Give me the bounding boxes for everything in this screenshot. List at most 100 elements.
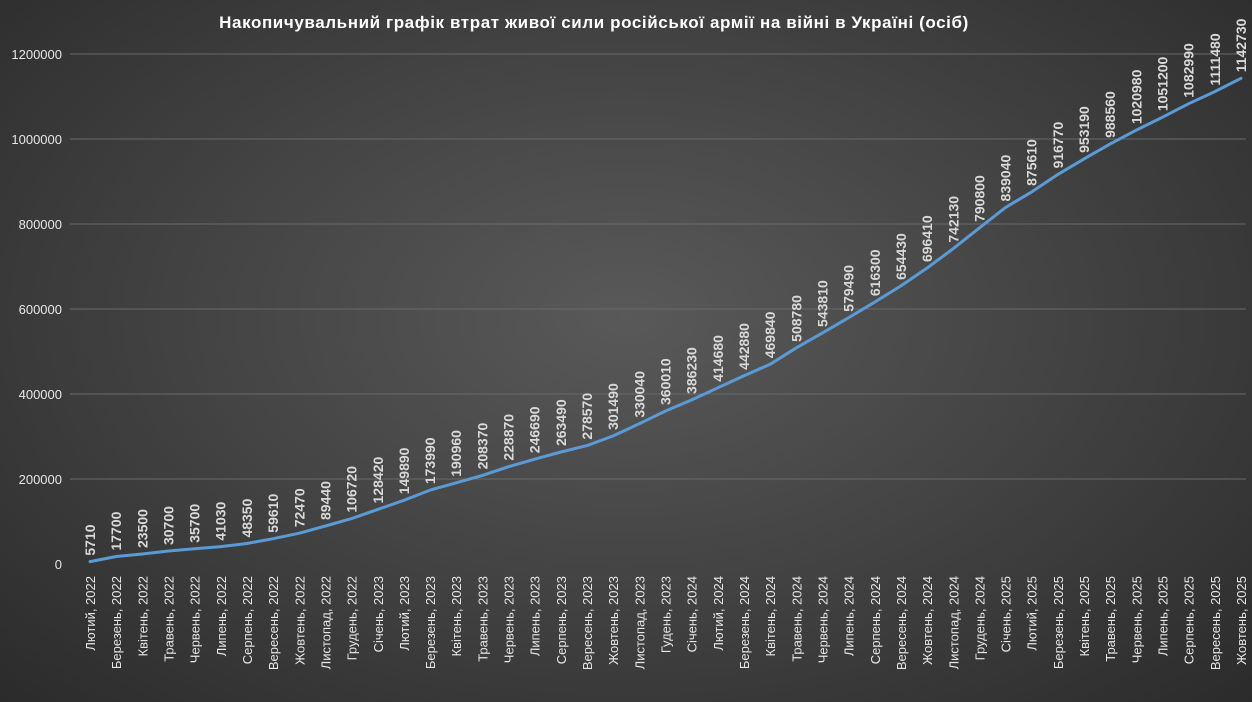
x-tick-label: Березень, 2022 — [109, 576, 124, 669]
data-label: 442880 — [736, 323, 752, 370]
data-label: 875610 — [1024, 139, 1040, 186]
data-label: 616300 — [867, 249, 883, 296]
x-tick-label: Червень, 2022 — [188, 576, 203, 663]
x-tick-label: Серпень, 2022 — [240, 576, 255, 664]
y-tick-label: 1000000 — [11, 132, 62, 147]
y-tick-label: 800000 — [19, 217, 62, 232]
x-tick-label: Липень, 2023 — [528, 576, 543, 656]
x-tick-label: Серпень, 2024 — [868, 576, 883, 664]
x-tick-label: Квітень, 2024 — [763, 576, 778, 657]
data-label: 149890 — [396, 447, 412, 494]
x-tick-label: Жовтень, 2023 — [606, 576, 621, 665]
data-label: 330040 — [631, 371, 647, 418]
x-tick-label: Січень, 2024 — [685, 576, 700, 652]
x-tick-label: Вересень, 2024 — [894, 576, 909, 670]
data-label: 5710 — [82, 524, 98, 555]
y-tick-label: 1200000 — [11, 47, 62, 62]
x-tick-label: Лютий, 2022 — [83, 576, 98, 651]
x-tick-label: Грудень, 2022 — [345, 576, 360, 660]
data-label: 654430 — [893, 233, 909, 280]
data-label: 414680 — [710, 335, 726, 382]
data-label: 23500 — [134, 509, 150, 548]
x-tick-label: Січень, 2025 — [999, 576, 1014, 652]
y-tick-label: 200000 — [19, 472, 62, 487]
x-tick-label: Лютий, 2023 — [397, 576, 412, 651]
data-label: 128420 — [370, 457, 386, 504]
data-label: 278570 — [579, 393, 595, 440]
x-tick-label: Липень, 2024 — [842, 576, 857, 656]
x-tick-label: Жовтень, 2022 — [292, 576, 307, 665]
data-label: 35700 — [187, 504, 203, 543]
x-tick-label: Лютий, 2025 — [1025, 576, 1040, 651]
data-label: 72470 — [291, 488, 307, 527]
data-label: 17700 — [108, 511, 124, 550]
data-label: 839040 — [998, 155, 1014, 202]
x-tick-label: Жовтень, 2025 — [1234, 576, 1249, 665]
data-label: 190960 — [448, 430, 464, 477]
y-tick-label: 400000 — [19, 387, 62, 402]
x-tick-label: Вересень, 2025 — [1208, 576, 1223, 670]
data-label: 1051200 — [1155, 56, 1171, 111]
data-label: 916770 — [1050, 121, 1066, 168]
series-line — [88, 76, 1243, 564]
x-tick-label: Липень, 2025 — [1156, 576, 1171, 656]
data-label: 228870 — [501, 414, 517, 461]
x-tick-label: Серпень, 2023 — [554, 576, 569, 664]
data-label: 106720 — [344, 466, 360, 513]
data-labels: 5710 17700 23500 30700 35700 41030 48350 59610 7… — [82, 18, 1249, 555]
data-label: 48350 — [239, 498, 255, 537]
x-tick-label: Листопад, 2024 — [946, 576, 961, 669]
data-label: 30700 — [160, 506, 176, 545]
x-tick-label: Листопад, 2022 — [318, 576, 333, 669]
gridlines — [70, 53, 1246, 480]
x-tick-label: Січень, 2023 — [371, 576, 386, 652]
data-label: 173990 — [422, 437, 438, 484]
x-tick-label: Червень, 2023 — [502, 576, 517, 663]
x-tick-label: Квітень, 2022 — [135, 576, 150, 657]
data-label: 508780 — [788, 295, 804, 342]
data-label: 469840 — [762, 311, 778, 358]
x-tick-label: Травень, 2022 — [162, 576, 177, 662]
x-tick-label: Березень, 2025 — [1051, 576, 1066, 669]
data-label: 953190 — [1076, 106, 1092, 153]
data-label: 1142730 — [1233, 18, 1249, 72]
data-label: 386230 — [684, 347, 700, 394]
x-tick-label: Квітень, 2023 — [449, 576, 464, 657]
x-tick-label: Вересень, 2023 — [580, 576, 595, 670]
data-label: 1082990 — [1181, 43, 1197, 98]
x-tick-label: Червень, 2025 — [1129, 576, 1144, 663]
y-tick-label: 600000 — [19, 302, 62, 317]
data-label: 89440 — [317, 481, 333, 520]
x-tick-label: Квітень, 2025 — [1077, 576, 1092, 657]
x-tick-label: Листопад, 2023 — [632, 576, 647, 669]
data-label: 1111480 — [1207, 33, 1223, 85]
x-tick-label: Липень, 2022 — [214, 576, 229, 656]
y-axis-ticks: 0 200000 400000 600000 800000 1000000 1200000 — [11, 47, 62, 572]
x-tick-label: Лютий, 2024 — [711, 576, 726, 651]
data-label: 579490 — [841, 265, 857, 312]
data-label: 41030 — [213, 501, 229, 540]
x-tick-label: Гудень, 2023 — [659, 576, 674, 653]
x-tick-label: Серпень, 2025 — [1182, 576, 1197, 664]
x-tick-label: Травень, 2025 — [1103, 576, 1118, 662]
x-tick-label: Березень, 2024 — [737, 576, 752, 669]
x-tick-label: Березень, 2023 — [423, 576, 438, 669]
data-label: 301490 — [605, 383, 621, 430]
data-label: 208370 — [474, 422, 490, 469]
x-tick-label: Вересень, 2022 — [266, 576, 281, 670]
x-tick-label: Жовтень, 2024 — [920, 576, 935, 665]
data-label: 360010 — [657, 358, 673, 405]
data-label: 1020980 — [1128, 69, 1144, 124]
data-label: 696410 — [919, 215, 935, 262]
x-tick-label: Травень, 2024 — [789, 576, 804, 662]
x-axis-ticks: Лютий, 2022 Березень, 2022 Квітень, 2022 Тр… — [83, 576, 1249, 670]
y-tick-label: 0 — [55, 557, 62, 572]
data-label: 246690 — [527, 406, 543, 453]
data-label: 59610 — [265, 494, 281, 533]
x-tick-label: Травень, 2023 — [475, 576, 490, 662]
x-tick-label: Червень, 2024 — [816, 576, 831, 663]
data-label: 742130 — [945, 196, 961, 243]
chart-title: Накопичувальний графік втрат живої сили … — [219, 13, 969, 32]
